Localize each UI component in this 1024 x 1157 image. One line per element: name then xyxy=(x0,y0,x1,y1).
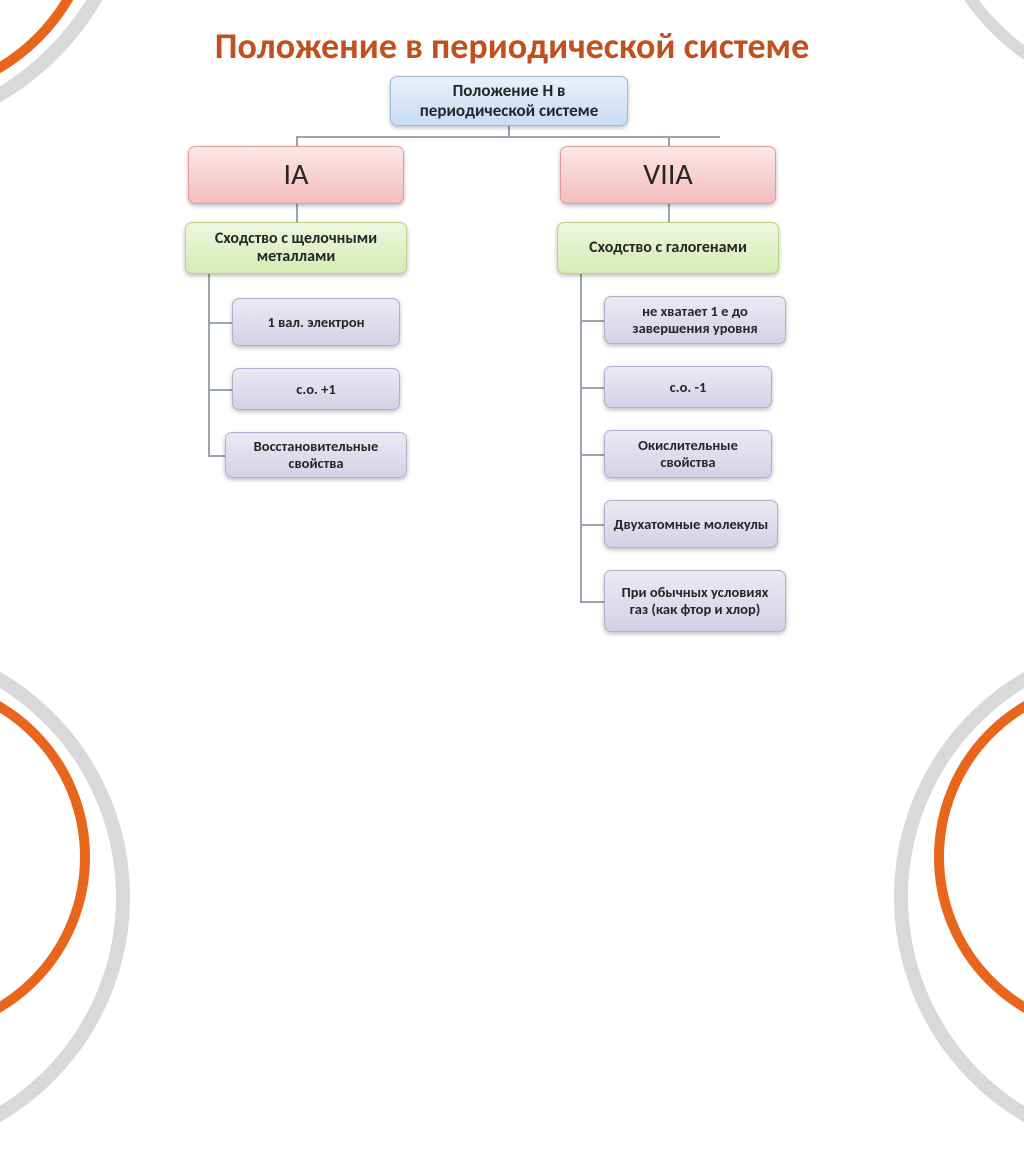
leaf-left-2: с.о. +1 xyxy=(232,368,400,410)
leaf-left-3: Восстановительные свойства xyxy=(225,432,407,478)
page-title: Положение в периодической системе xyxy=(0,24,1024,68)
connector xyxy=(208,274,210,455)
connector xyxy=(208,322,232,324)
connector xyxy=(580,274,582,601)
connector xyxy=(580,320,604,322)
connector xyxy=(296,204,298,222)
leaf-right-3: Окислительные свойства xyxy=(604,430,772,478)
decor-arc xyxy=(0,0,140,140)
decor-arc xyxy=(0,677,90,1037)
decor-arc xyxy=(0,637,130,1157)
leaf-right-4: Двухатомные молекулы xyxy=(604,500,778,548)
connector xyxy=(508,126,510,136)
group-ia-node: IA xyxy=(188,146,404,204)
connector xyxy=(580,524,604,526)
leaf-right-5: При обычных условиях газ (как фтор и хло… xyxy=(604,570,786,632)
connector xyxy=(296,136,298,146)
connector xyxy=(296,136,720,138)
connector xyxy=(580,454,604,456)
leaf-right-2: с.о. -1 xyxy=(604,366,772,408)
group-viia-node: VIIA xyxy=(560,146,776,204)
connector xyxy=(580,387,604,389)
connector xyxy=(208,389,232,391)
decor-arc xyxy=(934,677,1024,1037)
connector xyxy=(668,136,670,146)
similarity-left-node: Сходство с щелочными металлами xyxy=(185,222,407,274)
similarity-right-node: Сходство с галогенами xyxy=(557,222,779,274)
connector xyxy=(668,204,670,222)
decor-arc xyxy=(894,637,1024,1157)
root-node: Положение Н в периодической системе xyxy=(390,76,628,126)
leaf-right-1: не хватает 1 е до завершения уровня xyxy=(604,296,786,344)
connector xyxy=(208,455,225,457)
connector xyxy=(580,601,604,603)
leaf-left-1: 1 вал. электрон xyxy=(232,298,400,346)
